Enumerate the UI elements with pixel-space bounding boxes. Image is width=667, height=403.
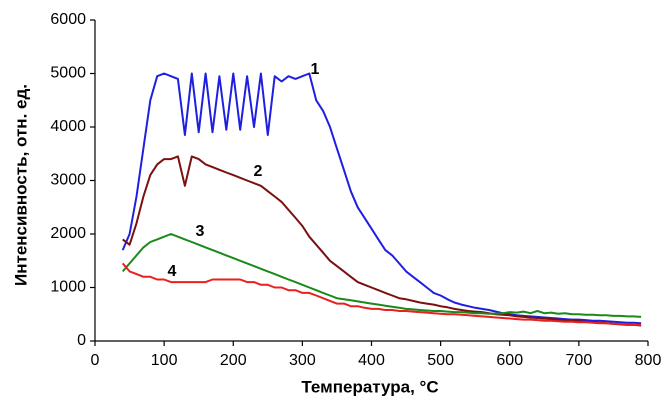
series-line: [121, 262, 642, 326]
series-label: 1: [311, 61, 320, 78]
series-line: [121, 233, 642, 318]
y-tick-label: 0: [77, 332, 86, 349]
x-tick-label: 600: [496, 352, 523, 369]
x-tick-label: 700: [566, 352, 593, 369]
x-tick-label: 200: [220, 352, 247, 369]
x-tick-label: 300: [289, 352, 316, 369]
x-tick-label: 400: [358, 352, 385, 369]
series-label: 2: [254, 163, 263, 180]
x-axis-title: Температура, °C: [301, 377, 438, 396]
y-axis-title: Интенсивность, отн. ед.: [11, 84, 30, 286]
y-tick-label: 4000: [50, 118, 86, 135]
x-tick-label: 100: [151, 352, 178, 369]
y-tick-label: 5000: [50, 65, 86, 82]
x-tick-label: 500: [427, 352, 454, 369]
y-tick-label: 3000: [50, 172, 86, 189]
y-tick-label: 6000: [50, 11, 86, 28]
x-tick-label: 0: [91, 352, 100, 369]
series-label: 3: [196, 223, 205, 240]
series-line: [122, 155, 642, 327]
y-tick-label: 1000: [50, 279, 86, 296]
y-tick-label: 2000: [50, 225, 86, 242]
series-line: [121, 72, 642, 325]
series-label: 4: [168, 263, 177, 280]
x-tick-label: 800: [635, 352, 662, 369]
